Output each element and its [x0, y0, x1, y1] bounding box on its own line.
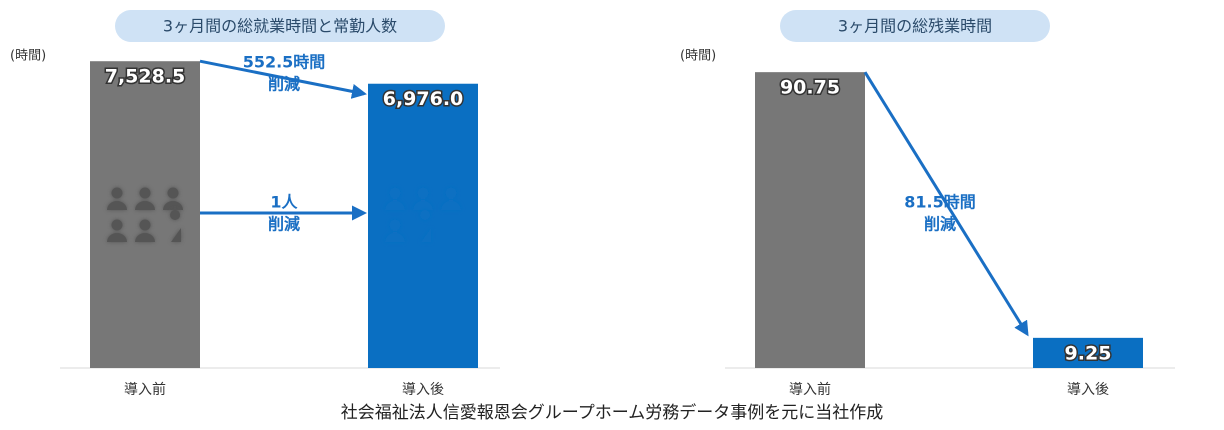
bar — [755, 72, 865, 368]
person-icon-head — [111, 187, 123, 199]
annotation: 削減 — [924, 215, 956, 234]
person-icon-head — [389, 187, 401, 199]
person-icon-head — [445, 187, 457, 199]
person-icon — [441, 187, 461, 210]
person-icon — [420, 210, 431, 242]
person-icon-body — [385, 201, 405, 210]
annotation: 削減 — [268, 215, 300, 234]
person-icon — [163, 187, 183, 210]
category-label: 導入後 — [1067, 382, 1109, 398]
person-icon — [170, 210, 181, 242]
value-label: 7,528.5 — [105, 66, 186, 88]
person-icon-head — [139, 187, 151, 199]
person-icon-body — [413, 201, 433, 210]
person-icon-body — [135, 201, 155, 210]
chart-title: 3ヶ月間の総就業時間と常勤人数 — [163, 17, 397, 36]
annotation: 削減 — [268, 75, 300, 94]
bar — [90, 61, 200, 368]
person-icon-head — [111, 219, 123, 231]
person-icon — [413, 187, 433, 210]
y-axis-label: (時間) — [10, 49, 46, 64]
person-icon — [135, 219, 155, 242]
person-icon — [385, 219, 405, 242]
person-icon-head — [167, 187, 179, 199]
annotation: 1人 — [270, 193, 298, 212]
bar — [368, 83, 478, 368]
person-icon-body — [107, 233, 127, 242]
person-icon-body — [163, 201, 183, 210]
person-icon-part — [170, 210, 181, 242]
person-icon-body — [107, 201, 127, 210]
value-label: 6,976.0 — [383, 88, 464, 110]
category-label: 導入前 — [124, 381, 166, 398]
y-axis-label: (時間) — [680, 49, 716, 64]
person-icon-part — [420, 210, 431, 242]
arrow — [863, 71, 1029, 337]
annotation: 81.5時間 — [904, 193, 975, 212]
person-icon — [135, 187, 155, 210]
person-icon — [107, 187, 127, 210]
annotation: 552.5時間 — [243, 53, 326, 72]
category-label: 導入後 — [402, 382, 444, 398]
person-icon — [385, 187, 405, 210]
title-pill — [780, 10, 1050, 42]
arrow — [199, 59, 367, 99]
person-icon-body — [441, 201, 461, 210]
person-icon-head — [389, 219, 401, 231]
category-label: 導入前 — [789, 381, 831, 398]
source-note: 社会福祉法人信愛報恩会グループホーム労務データ事例を元に当社作成 — [341, 402, 883, 423]
bar — [1033, 337, 1143, 368]
title-pill — [115, 10, 445, 42]
person-icon-body — [385, 233, 405, 242]
person-icon-head — [417, 187, 429, 199]
value-label: 90.75 — [780, 77, 840, 99]
value-label: 9.25 — [1065, 342, 1112, 364]
person-icon-head — [139, 219, 151, 231]
person-icon-body — [135, 233, 155, 242]
person-icon — [107, 219, 127, 242]
chart-title: 3ヶ月間の総残業時間 — [838, 17, 992, 36]
